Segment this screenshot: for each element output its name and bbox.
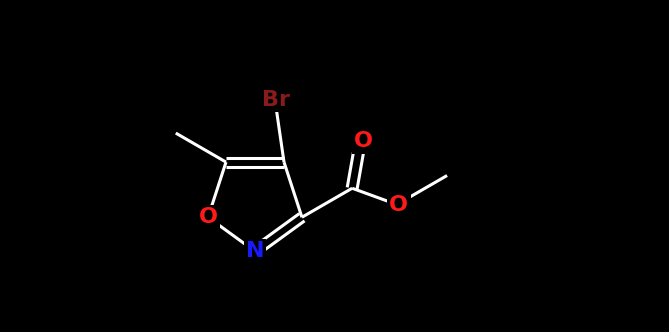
Text: O: O [354, 131, 373, 151]
Text: N: N [246, 241, 264, 261]
Text: Br: Br [262, 90, 290, 110]
Text: O: O [199, 207, 217, 227]
Text: O: O [389, 195, 408, 214]
